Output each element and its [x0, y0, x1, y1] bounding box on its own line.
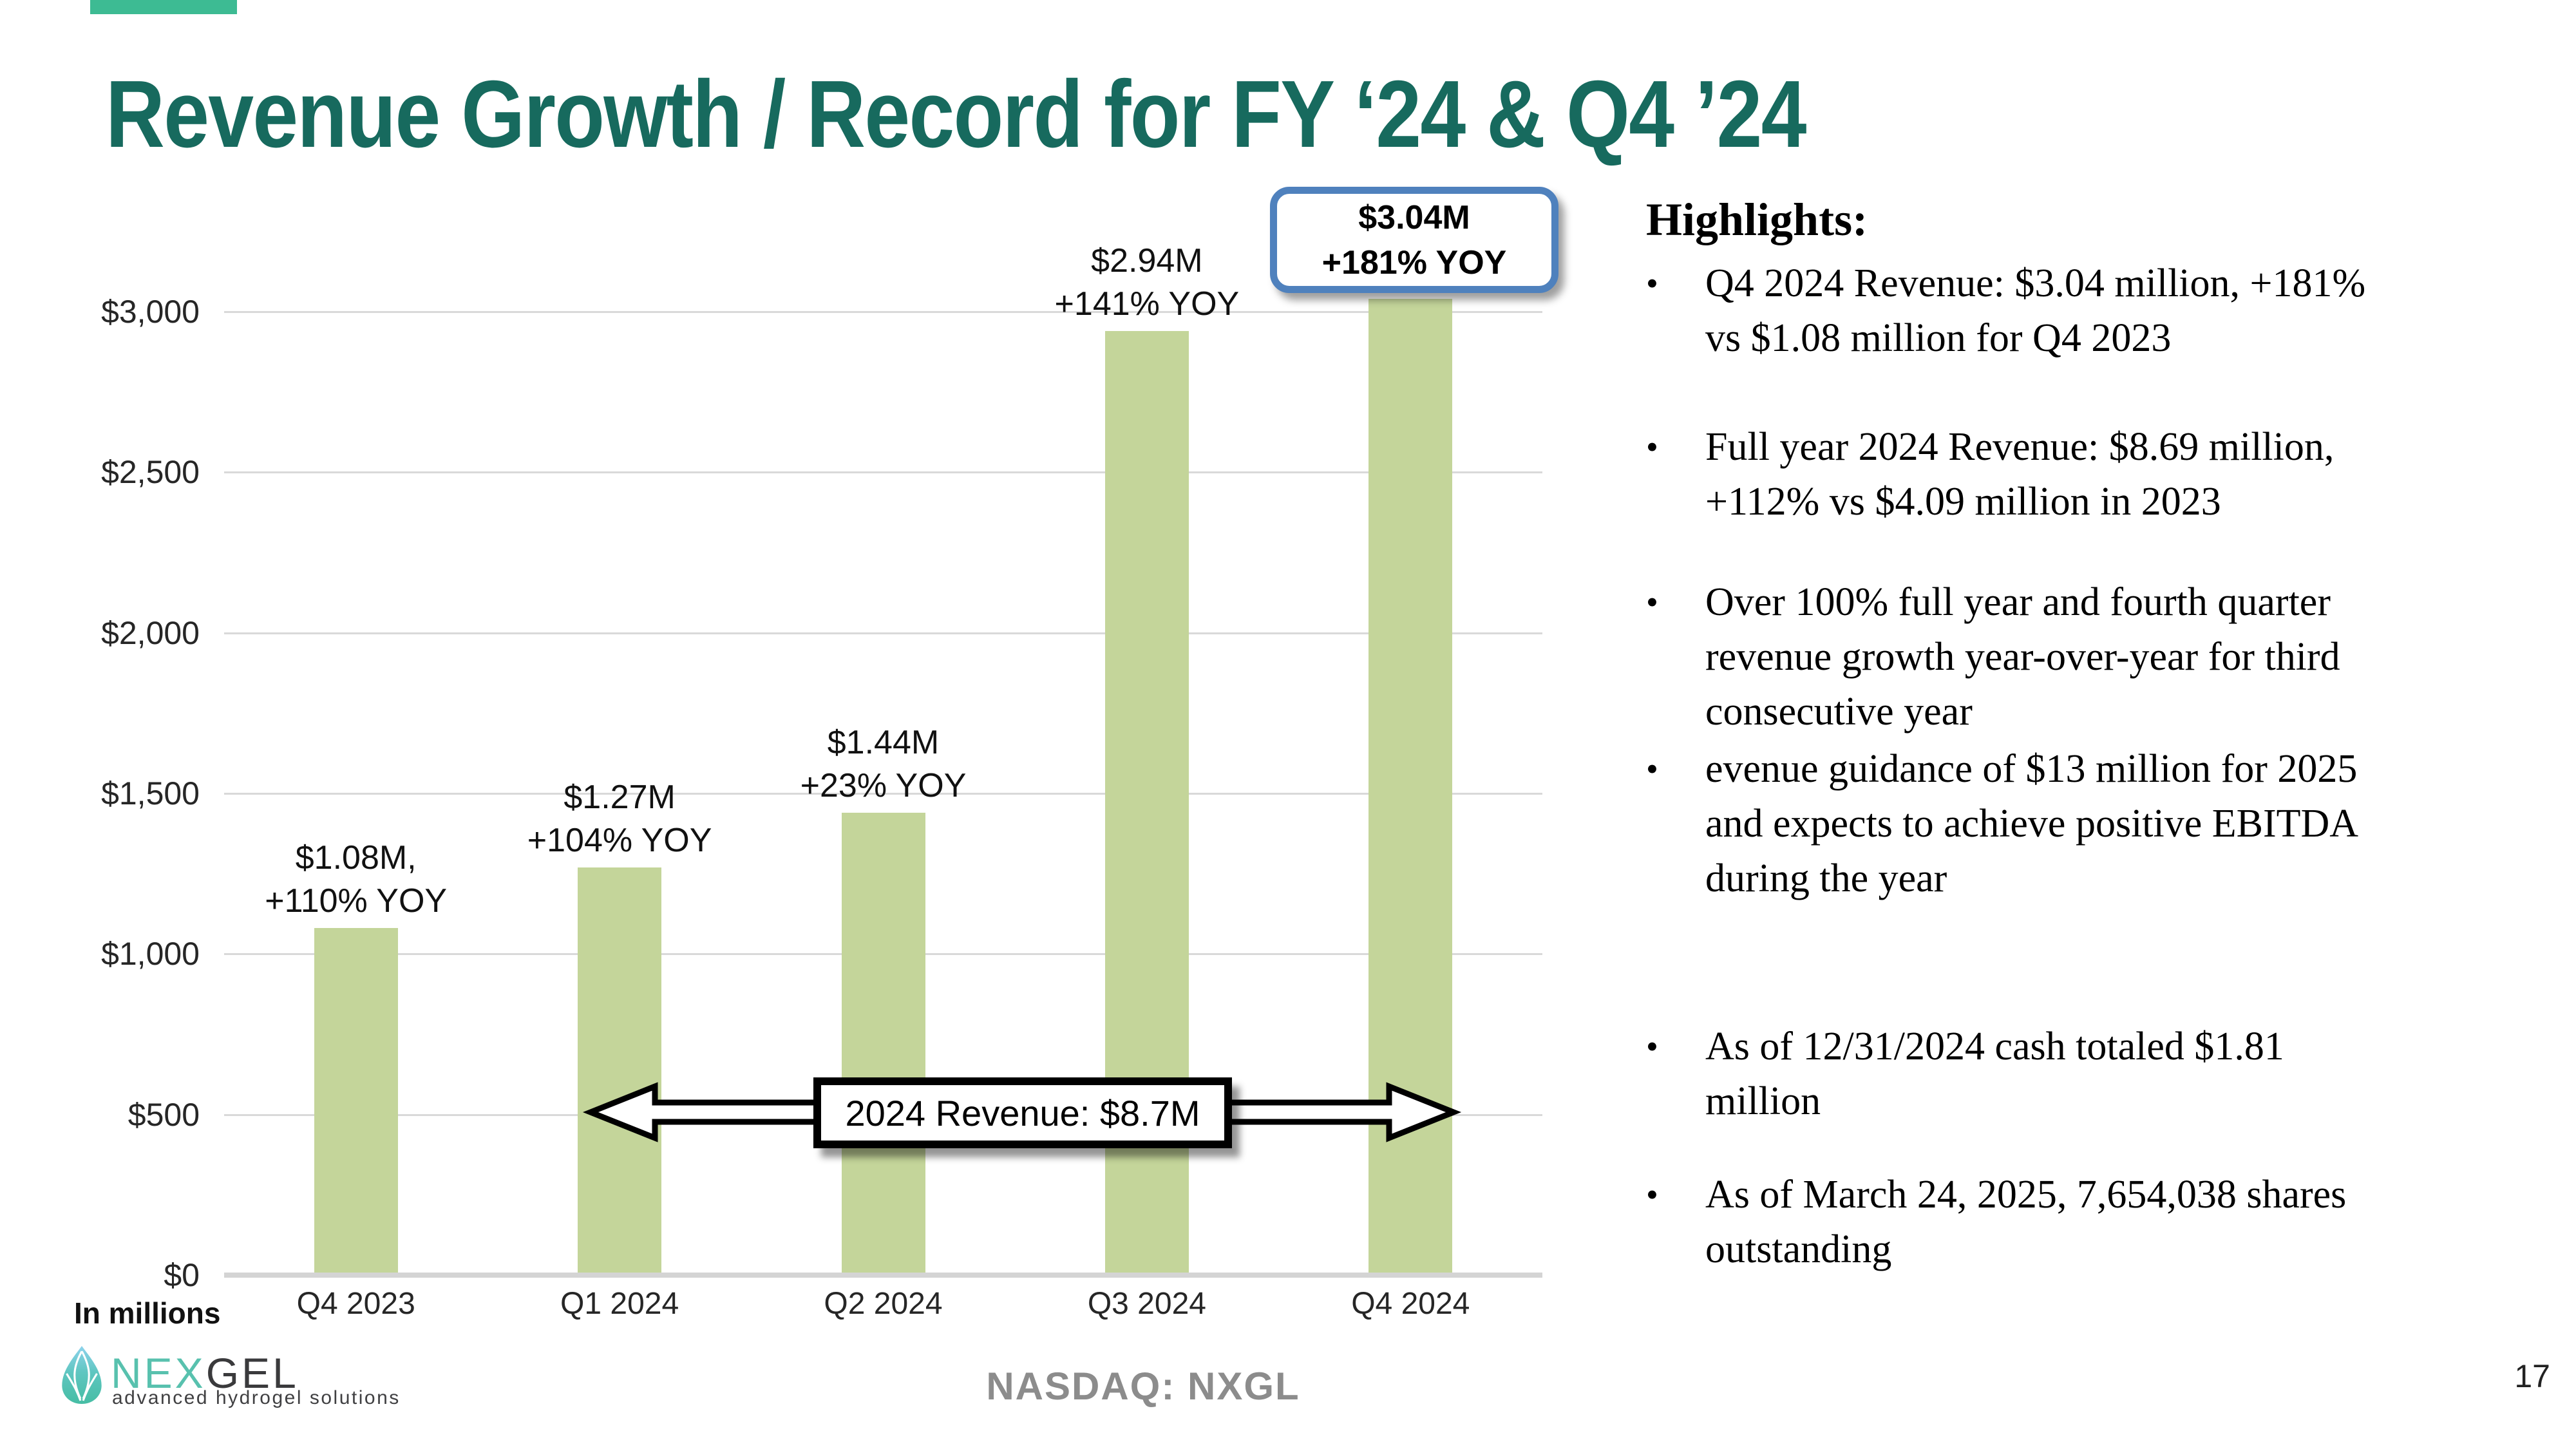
gridline [224, 311, 1542, 313]
bar-value-label: $1.08M, +110% YOY [265, 839, 448, 920]
page-title: Revenue Growth / Record for FY ‘24 & Q4 … [106, 61, 1806, 167]
x-axis-label: Q4 2024 [1351, 1287, 1470, 1321]
highlight-text: As of March 24, 2025, 7,654,038 shares o… [1705, 1173, 2347, 1271]
bullet-dot: • [1646, 1175, 1658, 1214]
q4-2024-callout: $3.04M +181% YOY [1270, 187, 1558, 293]
bar-value-label: $1.44M +23% YOY [800, 723, 967, 804]
bar-value-label: $2.94M +141% YOY [1054, 242, 1240, 323]
annual-revenue-annotation: 2024 Revenue: $8.7M [813, 1077, 1232, 1148]
x-axis-label: Q1 2024 [560, 1287, 679, 1321]
y-axis-label: $2,000 [101, 614, 200, 651]
highlight-text: Over 100% full year and fourth quarter r… [1705, 580, 2340, 734]
page-number: 17 [2514, 1358, 2550, 1394]
y-axis-label: $0 [164, 1257, 200, 1293]
highlight-bullet: • Over 100% full year and fourth quarter… [1646, 575, 2548, 739]
annotation-label: 2024 Revenue: $8.7M [845, 1092, 1200, 1133]
bar [314, 928, 398, 1278]
logo-wordmark: NEXGEL [111, 1349, 299, 1397]
y-axis-label: $1,000 [101, 936, 200, 972]
gridline [224, 793, 1542, 795]
x-axis-label: Q4 2023 [296, 1287, 415, 1321]
highlight-text: Q4 2024 Revenue: $3.04 million, +181% vs… [1705, 261, 2366, 360]
bullet-dot: • [1646, 750, 1658, 788]
y-axis-label: $3,000 [101, 294, 200, 330]
x-axis-label: Q2 2024 [824, 1287, 943, 1321]
highlight-bullet: • Q4 2024 Revenue: $3.04 million, +181% … [1646, 256, 2548, 366]
highlight-bullet: • As of March 24, 2025, 7,654,038 shares… [1646, 1168, 2548, 1277]
logo-brand-prefix: NEX [111, 1349, 206, 1397]
x-axis-label: Q3 2024 [1087, 1287, 1206, 1321]
highlight-text: evenue guidance of $13 million for 2025 … [1705, 747, 2359, 900]
x-axis-line [224, 1273, 1542, 1278]
highlight-bullet: • Full year 2024 Revenue: $8.69 million,… [1646, 420, 2548, 529]
accent-bar [90, 0, 237, 14]
bullet-dot: • [1646, 583, 1658, 621]
logo-brand-suffix: GEL [205, 1349, 299, 1397]
ticker-note: NASDAQ: NXGL [986, 1365, 1300, 1408]
units-note: In millions [74, 1296, 221, 1330]
bullet-dot: • [1646, 264, 1658, 303]
y-axis-label: $500 [128, 1096, 200, 1133]
bar [841, 812, 925, 1278]
highlight-bullet: • evenue guidance of $13 million for 202… [1646, 742, 2548, 906]
y-axis-label: $2,500 [101, 454, 200, 491]
droplet-leaf-icon [62, 1346, 102, 1404]
logo-tagline: advanced hydrogel solutions [112, 1387, 401, 1408]
highlight-text: As of 12/31/2024 cash totaled $1.81 mill… [1705, 1025, 2284, 1123]
bar [578, 867, 662, 1278]
nexgel-logo: NEXGEL advanced hydrogel solutions [62, 1345, 399, 1441]
bullet-dot: • [1646, 1027, 1658, 1066]
y-axis-label: $1,500 [101, 775, 200, 811]
highlights-heading: Highlights: [1646, 194, 1868, 245]
highlight-bullet: • As of 12/31/2024 cash totaled $1.81 mi… [1646, 1019, 2548, 1129]
bullet-dot: • [1646, 428, 1658, 466]
callout-value: $3.04M [1358, 198, 1470, 236]
gridline [224, 471, 1542, 474]
callout-yoy: +181% YOY [1321, 243, 1507, 281]
highlight-text: Full year 2024 Revenue: $8.69 million, +… [1705, 425, 2334, 524]
bar-value-label: $1.27M +104% YOY [527, 778, 712, 859]
gridline [224, 632, 1542, 634]
